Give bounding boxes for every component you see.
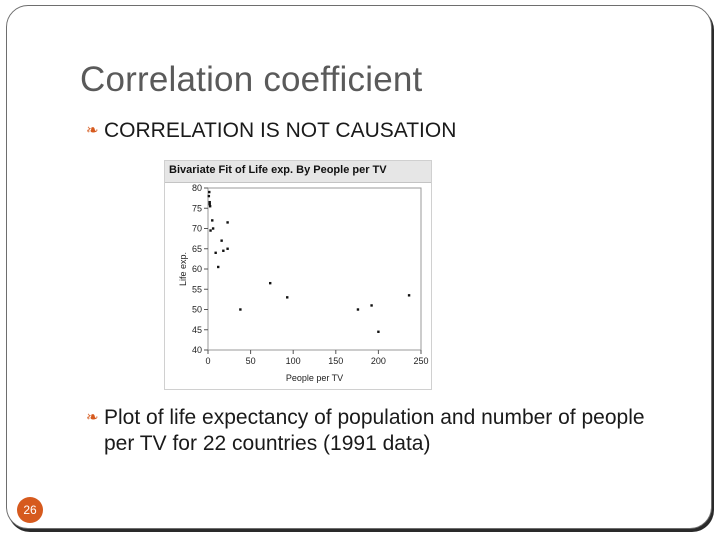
slide-title: Correlation coefficient (80, 60, 423, 99)
data-point (268, 281, 272, 285)
data-point (208, 190, 211, 194)
y-tick-label: 75 (192, 203, 202, 213)
y-tick-label: 80 (192, 183, 202, 193)
figure-header: Bivariate Fit of Life exp. By People per… (165, 161, 431, 183)
chart-title: Bivariate Fit of Life exp. By People per… (169, 164, 387, 176)
x-tick-label: 0 (205, 356, 210, 366)
y-tick-label: 50 (192, 305, 202, 315)
y-tick-label: 55 (192, 284, 202, 294)
x-tick-label: 250 (413, 356, 428, 366)
plot-area (207, 187, 422, 351)
bullet-text: CORRELATION IS NOT CAUSATION (104, 119, 457, 142)
data-point (214, 251, 217, 254)
scatter-plot-figure: Bivariate Fit of Life exp. By People per… (164, 160, 432, 390)
data-point (286, 296, 289, 299)
data-point (226, 221, 229, 224)
data-point (207, 194, 211, 198)
bullet-marker-icon: ❧ (86, 409, 99, 426)
x-tick-label: 200 (371, 356, 386, 366)
bullet-item-causation: ❧ CORRELATION IS NOT CAUSATION (86, 119, 456, 143)
page-number-badge: 26 (17, 497, 43, 523)
data-point (220, 239, 223, 242)
data-point (370, 304, 373, 307)
y-axis-label: Life exp. (178, 252, 188, 286)
y-tick-label: 65 (192, 244, 202, 254)
data-point (226, 247, 229, 250)
bullet-marker-icon: ❧ (86, 122, 99, 139)
data-point (407, 294, 411, 297)
data-point (217, 265, 220, 269)
data-point (209, 229, 212, 232)
data-point (211, 227, 215, 230)
x-tick-label: 150 (328, 356, 343, 366)
y-tick-label: 40 (192, 345, 202, 355)
data-point (239, 308, 242, 311)
y-tick-label: 70 (192, 224, 202, 234)
y-tick-label: 60 (192, 264, 202, 274)
data-point (208, 205, 212, 208)
data-point (208, 200, 211, 204)
bullet-text: Plot of life expectancy of population an… (104, 406, 645, 455)
data-point (208, 203, 211, 206)
data-point (211, 219, 214, 222)
x-tick-label: 50 (246, 356, 256, 366)
x-tick-label: 100 (286, 356, 301, 366)
data-point (222, 249, 225, 252)
bullet-item-description: ❧ Plot of life expectancy of population … (86, 405, 666, 457)
scatter-plot: 40 45 50 55 60 65 70 75 80 0 50 100 150 200 250 People … (178, 183, 429, 383)
x-axis-label: People per TV (286, 373, 343, 383)
data-point (356, 308, 360, 311)
data-point (377, 330, 380, 333)
y-tick-label: 45 (192, 325, 202, 335)
